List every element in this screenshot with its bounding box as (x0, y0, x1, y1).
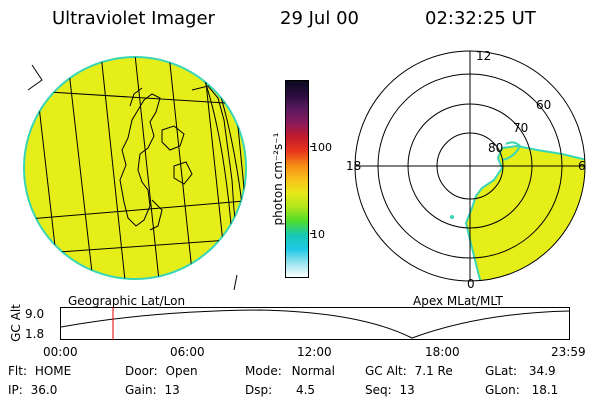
door-label: Door: (125, 364, 158, 378)
colorbar-unit-label: photon cm⁻²s⁻¹ (271, 132, 285, 226)
mode-value: Normal (291, 364, 335, 378)
instrument-title: Ultraviolet Imager (52, 8, 215, 29)
timeline-axis-label: GC Alt (9, 304, 23, 342)
door-value: Open (165, 364, 198, 378)
glon-label: GLon: (485, 383, 520, 397)
glat-status: GLat: 34.9 (485, 364, 556, 378)
observation-time: 02:32:25 UT (425, 8, 536, 29)
observation-date: 29 Jul 00 (280, 8, 359, 29)
seq-status: Seq: 13 (365, 383, 415, 397)
geographic-caption: Geographic Lat/Lon (68, 294, 186, 308)
gain-label: Gain: (125, 383, 157, 397)
aurora-oval (450, 141, 585, 281)
dsp-status: Dsp: 4.5 (245, 383, 315, 397)
apex-caption: Apex MLat/MLT (413, 294, 503, 308)
flt-value: HOME (34, 364, 72, 378)
colorbar-tickmark-10 (310, 233, 315, 234)
dsp-label: Dsp: (245, 383, 273, 397)
gain-status: Gain: 13 (125, 383, 180, 397)
colorbar-tickmark-100 (310, 146, 315, 147)
color-scale-bar (285, 80, 309, 278)
timeline-xtick-1200: 12:00 (297, 345, 332, 359)
gcalt-label: GC Alt: (365, 364, 407, 378)
aurora-disk (23, 56, 247, 280)
colorbar-tick-100: 100 (311, 141, 332, 154)
gcalt-value: 7.1 Re (414, 364, 453, 378)
colorbar-tick-10: 10 (311, 228, 325, 241)
seq-label: Seq: (365, 383, 392, 397)
orbit-altitude-curve (60, 309, 570, 339)
timeline-xtick-1800: 18:00 (425, 345, 460, 359)
geographic-map (23, 56, 247, 290)
timeline-xtick-0000: 00:00 (43, 345, 78, 359)
lat-label-80: 80 (488, 141, 503, 155)
mlt-label-18: 18 (346, 159, 361, 173)
mode-label: Mode: (245, 364, 282, 378)
dsp-value: 4.5 (295, 383, 316, 397)
timeline-ytick-high: 9.0 (25, 307, 45, 321)
flt-status: Flt: HOME (8, 364, 71, 378)
flt-label: Flt: (8, 364, 27, 378)
timeline-xtick-2359: 23:59 (551, 345, 586, 359)
ip-label: IP: (8, 383, 23, 397)
timeline-ytick-low: 1.8 (25, 327, 45, 341)
ip-value: 36.0 (30, 383, 58, 397)
glon-status: GLon: 18.1 (485, 383, 558, 397)
polar-grid (354, 50, 586, 282)
mlt-label-6: 6 (578, 159, 586, 173)
lat-label-70: 70 (513, 121, 528, 135)
glat-label: GLat: (485, 364, 518, 378)
glat-value: 34.9 (528, 364, 556, 378)
lat-label-60: 60 (536, 98, 551, 112)
seq-value: 13 (399, 383, 415, 397)
glon-value: 18.1 (531, 383, 559, 397)
gain-value: 13 (164, 383, 180, 397)
mode-status: Mode: Normal (245, 364, 335, 378)
color-scale-gradient (286, 81, 308, 277)
mlt-label-0: 0 (467, 277, 475, 288)
door-status: Door: Open (125, 364, 198, 378)
gcalt-status: GC Alt: 7.1 Re (365, 364, 453, 378)
mlt-label-12: 12 (476, 49, 491, 63)
timeline-xtick-0600: 06:00 (170, 345, 205, 359)
polar-map: 12 18 6 0 60 70 80 (346, 49, 586, 288)
orbit-altitude-plot (60, 307, 570, 340)
ip-status: IP: 36.0 (8, 383, 57, 397)
